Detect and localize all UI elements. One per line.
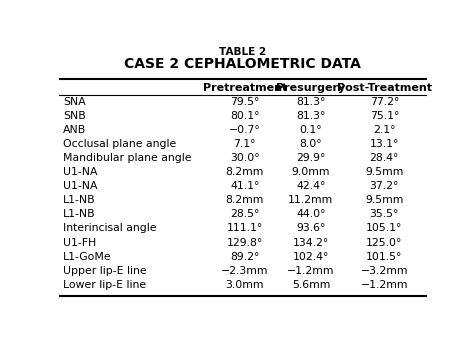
Text: 5.6mm: 5.6mm bbox=[292, 280, 330, 290]
Text: 101.5°: 101.5° bbox=[366, 252, 402, 262]
Text: 37.2°: 37.2° bbox=[370, 181, 399, 191]
Text: 28.5°: 28.5° bbox=[230, 209, 259, 219]
Text: 29.9°: 29.9° bbox=[296, 153, 326, 163]
Text: L1-NB: L1-NB bbox=[63, 209, 96, 219]
Text: 28.4°: 28.4° bbox=[370, 153, 399, 163]
Text: 8.2mm: 8.2mm bbox=[226, 195, 264, 205]
Text: Interincisal angle: Interincisal angle bbox=[63, 223, 156, 234]
Text: Lower lip-E line: Lower lip-E line bbox=[63, 280, 146, 290]
Text: −0.7°: −0.7° bbox=[229, 125, 261, 135]
Text: Pretreatment: Pretreatment bbox=[203, 83, 287, 93]
Text: SNA: SNA bbox=[63, 97, 86, 107]
Text: 2.1°: 2.1° bbox=[373, 125, 396, 135]
Text: L1-NB: L1-NB bbox=[63, 195, 96, 205]
Text: Mandibular plane angle: Mandibular plane angle bbox=[63, 153, 191, 163]
Text: 134.2°: 134.2° bbox=[293, 238, 329, 248]
Text: −3.2mm: −3.2mm bbox=[361, 266, 408, 276]
Text: U1-NA: U1-NA bbox=[63, 167, 98, 177]
Text: −1.2mm: −1.2mm bbox=[287, 266, 335, 276]
Text: 81.3°: 81.3° bbox=[296, 111, 326, 121]
Text: 79.5°: 79.5° bbox=[230, 97, 259, 107]
Text: U1-FH: U1-FH bbox=[63, 238, 96, 248]
Text: 3.0mm: 3.0mm bbox=[226, 280, 264, 290]
Text: 105.1°: 105.1° bbox=[366, 223, 402, 234]
Text: 44.0°: 44.0° bbox=[296, 209, 326, 219]
Text: L1-GoMe: L1-GoMe bbox=[63, 252, 111, 262]
Text: 75.1°: 75.1° bbox=[370, 111, 399, 121]
Text: ANB: ANB bbox=[63, 125, 86, 135]
Text: SNB: SNB bbox=[63, 111, 86, 121]
Text: 35.5°: 35.5° bbox=[370, 209, 399, 219]
Text: 9.0mm: 9.0mm bbox=[292, 167, 330, 177]
Text: 111.1°: 111.1° bbox=[227, 223, 263, 234]
Text: Post-Treatment: Post-Treatment bbox=[337, 83, 432, 93]
Text: Upper lip-E line: Upper lip-E line bbox=[63, 266, 146, 276]
Text: 77.2°: 77.2° bbox=[370, 97, 399, 107]
Text: 13.1°: 13.1° bbox=[370, 139, 399, 149]
Text: 80.1°: 80.1° bbox=[230, 111, 259, 121]
Text: 41.1°: 41.1° bbox=[230, 181, 259, 191]
Text: 125.0°: 125.0° bbox=[366, 238, 402, 248]
Text: 30.0°: 30.0° bbox=[230, 153, 260, 163]
Text: 7.1°: 7.1° bbox=[234, 139, 256, 149]
Text: 8.2mm: 8.2mm bbox=[226, 167, 264, 177]
Text: 102.4°: 102.4° bbox=[293, 252, 329, 262]
Text: 0.1°: 0.1° bbox=[300, 125, 322, 135]
Text: U1-NA: U1-NA bbox=[63, 181, 98, 191]
Text: 9.5mm: 9.5mm bbox=[365, 195, 403, 205]
Text: 129.8°: 129.8° bbox=[227, 238, 263, 248]
Text: 11.2mm: 11.2mm bbox=[288, 195, 334, 205]
Text: −2.3mm: −2.3mm bbox=[221, 266, 268, 276]
Text: 93.6°: 93.6° bbox=[296, 223, 326, 234]
Text: 9.5mm: 9.5mm bbox=[365, 167, 403, 177]
Text: Presurgery: Presurgery bbox=[276, 83, 346, 93]
Text: CASE 2 CEPHALOMETRIC DATA: CASE 2 CEPHALOMETRIC DATA bbox=[125, 57, 361, 71]
Text: 89.2°: 89.2° bbox=[230, 252, 259, 262]
Text: 42.4°: 42.4° bbox=[296, 181, 326, 191]
Text: −1.2mm: −1.2mm bbox=[361, 280, 408, 290]
Text: 81.3°: 81.3° bbox=[296, 97, 326, 107]
Text: TABLE 2: TABLE 2 bbox=[219, 47, 266, 57]
Text: 8.0°: 8.0° bbox=[300, 139, 322, 149]
Text: Occlusal plane angle: Occlusal plane angle bbox=[63, 139, 176, 149]
